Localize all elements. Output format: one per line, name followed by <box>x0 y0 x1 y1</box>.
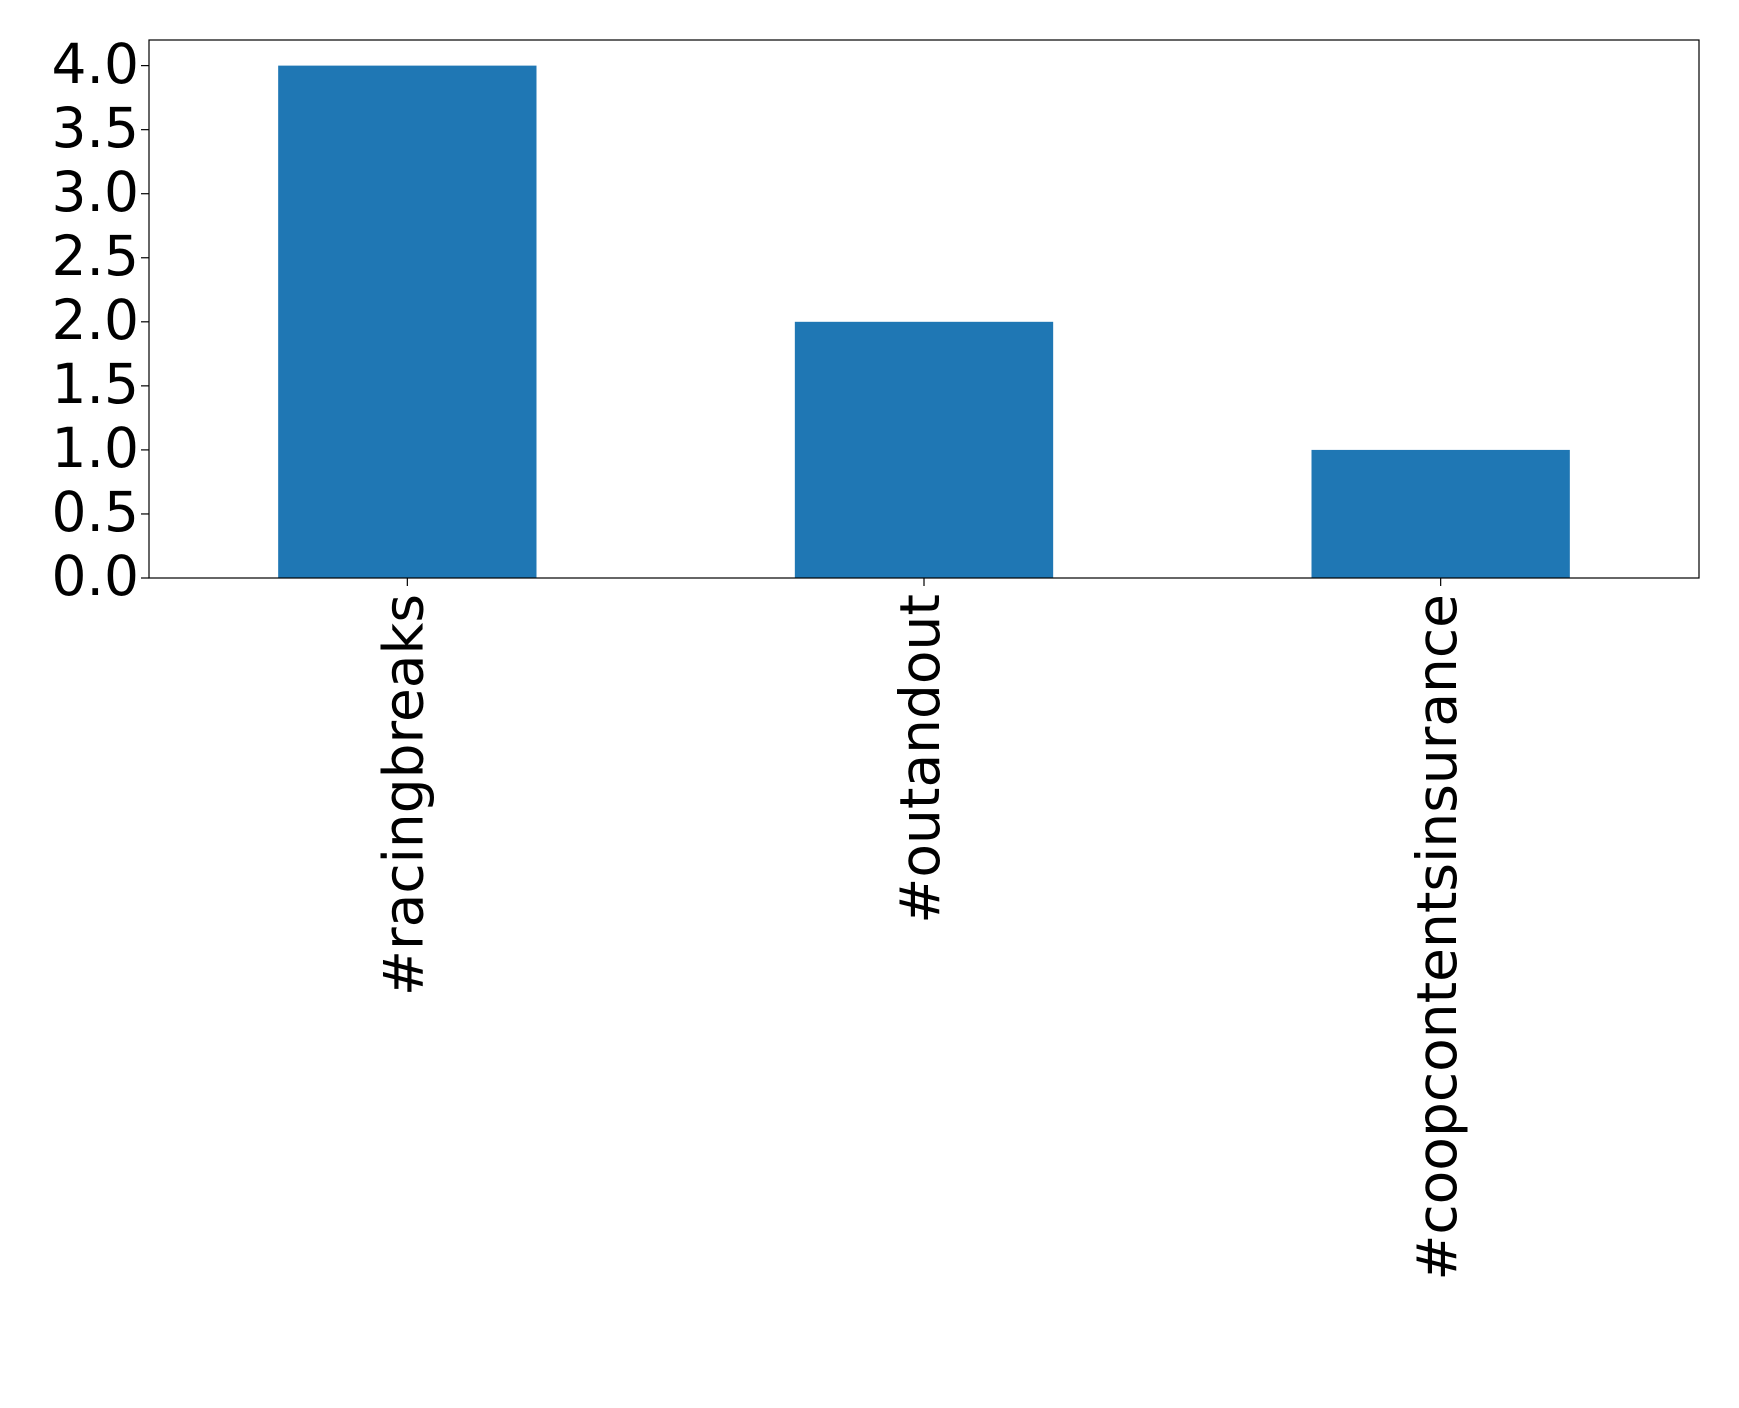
y-tick-label: 1.0 <box>52 416 139 480</box>
bar <box>1311 449 1570 578</box>
bar <box>278 65 537 579</box>
y-tick-label: 2.0 <box>52 288 139 352</box>
x-tick-label: #coopcontentsinsurance <box>1405 594 1469 1281</box>
y-tick-label: 1.5 <box>52 352 139 416</box>
y-tick-label: 2.5 <box>52 224 139 288</box>
y-tick-label: 3.5 <box>52 96 139 160</box>
y-tick-label: 0.0 <box>52 544 139 608</box>
y-tick-label: 0.5 <box>52 480 139 544</box>
y-tick-label: 3.0 <box>52 160 139 224</box>
x-tick-label: #outandout <box>888 594 952 924</box>
plot-frame <box>148 39 1700 579</box>
bar <box>794 321 1054 578</box>
y-tick-label: 4.0 <box>52 32 139 96</box>
x-tick-label: #racingbreaks <box>371 594 435 996</box>
